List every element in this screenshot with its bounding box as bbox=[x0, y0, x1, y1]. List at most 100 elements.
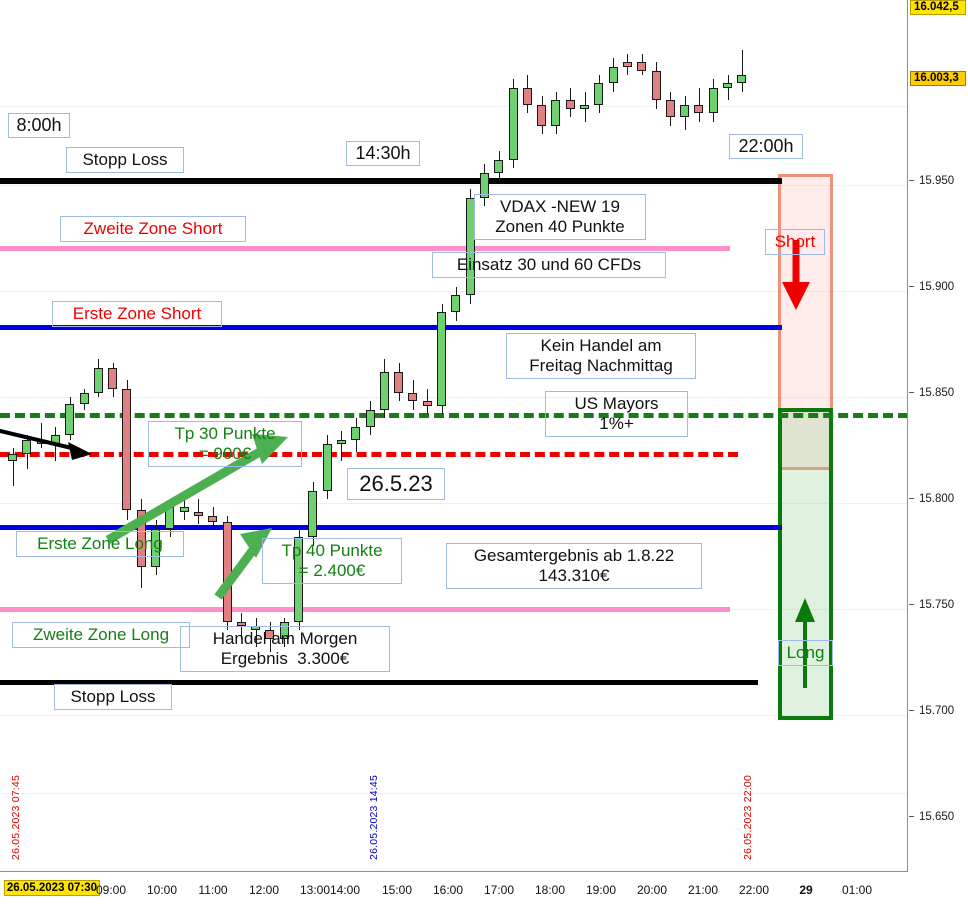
candle-body bbox=[294, 537, 303, 622]
candle-body bbox=[665, 100, 675, 118]
grid-line bbox=[0, 291, 907, 292]
note-kein-handel[interactable]: Kein Handel am Freitag Nachmittag bbox=[506, 333, 696, 380]
candle-body bbox=[408, 393, 418, 402]
short-zone-rect bbox=[778, 174, 833, 470]
candle-wick bbox=[727, 75, 729, 101]
candle-body bbox=[622, 62, 632, 67]
price-tick-15650: 15.650 bbox=[909, 810, 968, 824]
candle-wick bbox=[741, 49, 743, 92]
candle-body bbox=[208, 515, 218, 523]
candle-body bbox=[565, 100, 575, 109]
candle-wick bbox=[12, 448, 14, 487]
time-tick-1800: 18:00 bbox=[534, 883, 566, 897]
grid-line bbox=[0, 185, 907, 186]
candle-body bbox=[265, 630, 275, 639]
candle-body bbox=[580, 104, 589, 109]
annotation-arrows-overlay bbox=[0, 240, 815, 688]
candle-body bbox=[236, 621, 246, 627]
time-tick-1200: 12:00 bbox=[248, 883, 280, 897]
note-time-mid[interactable]: 14:30h bbox=[346, 141, 420, 167]
candle-body bbox=[422, 401, 432, 406]
time-axis[interactable]: 26.05.2023 07:30 09:00 10:00 11:00 12:00… bbox=[0, 873, 968, 912]
candle-body bbox=[680, 104, 690, 118]
candle-wick bbox=[341, 431, 343, 461]
level-stopp-loss-short bbox=[0, 178, 782, 184]
candle-body bbox=[723, 83, 732, 88]
level-us-mayors-dashed bbox=[0, 413, 907, 418]
candle-body bbox=[508, 87, 518, 160]
chart-plot-area[interactable]: 26.05.2023 07:45 26.05.2023 14:45 26.05.… bbox=[0, 0, 908, 872]
note-instrument-zones[interactable]: VDAX -NEW 19 Zonen 40 Punkte bbox=[474, 194, 646, 241]
candle-body bbox=[222, 522, 232, 622]
note-us-mayors[interactable]: US Mayors 1%+ bbox=[545, 391, 688, 438]
level-zweite-zone-short bbox=[0, 246, 730, 251]
candle-body bbox=[179, 507, 189, 512]
price-highlight-current: 16.003,3 bbox=[910, 71, 966, 86]
candle-wick bbox=[41, 422, 43, 449]
price-tick-15750: 15.750 bbox=[909, 598, 968, 612]
session-label-0745: 26.05.2023 07:45 bbox=[10, 775, 22, 860]
candle-body bbox=[537, 104, 547, 126]
session-label-2200: 26.05.2023 22:00 bbox=[742, 775, 754, 860]
price-axis[interactable]: 16.042,5 16.003,3 15.950 15.900 15.850 1… bbox=[909, 0, 968, 872]
candle-body bbox=[479, 172, 489, 198]
time-tick-0100: 01:00 bbox=[841, 883, 873, 897]
price-tick-15900: 15.900 bbox=[909, 280, 968, 294]
candle-body bbox=[608, 66, 618, 84]
candle-body bbox=[551, 100, 561, 126]
note-einsatz[interactable]: Einsatz 30 und 60 CFDs bbox=[432, 252, 666, 279]
candle-body bbox=[522, 87, 532, 105]
note-erste-zone-long[interactable]: Erste Zone Long bbox=[16, 531, 184, 558]
note-long-label[interactable]: Long bbox=[778, 640, 833, 667]
note-short-label[interactable]: Short bbox=[765, 229, 825, 256]
long-zone-rect bbox=[778, 408, 833, 720]
session-label-1445: 26.05.2023 14:45 bbox=[368, 775, 380, 860]
time-tick-day29: 29 bbox=[799, 883, 813, 897]
candle-body bbox=[651, 70, 661, 101]
note-stopp-loss-top[interactable]: Stopp Loss bbox=[66, 147, 184, 174]
candle-wick bbox=[55, 426, 57, 461]
time-tick-1100: 11:00 bbox=[198, 883, 228, 897]
candle-body bbox=[494, 159, 504, 173]
candle-body bbox=[379, 371, 389, 410]
candle-body bbox=[694, 104, 704, 114]
candle-body bbox=[437, 312, 446, 406]
time-tick-2200: 22:00 bbox=[738, 883, 770, 897]
candle-body bbox=[8, 454, 17, 461]
candle-body bbox=[193, 511, 203, 516]
candle-body bbox=[308, 490, 318, 538]
candle-body bbox=[165, 507, 175, 529]
price-tick-15950: 15.950 bbox=[909, 174, 968, 188]
level-zweite-zone-long bbox=[0, 607, 730, 612]
note-erste-zone-short[interactable]: Erste Zone Short bbox=[52, 301, 222, 328]
time-tick-1700: 17:00 bbox=[483, 883, 515, 897]
candle-body bbox=[79, 393, 89, 404]
note-time-close[interactable]: 22:00h bbox=[729, 134, 803, 160]
level-erste-zone-long bbox=[0, 525, 782, 530]
time-tick-0900: 09:00 bbox=[95, 883, 127, 897]
candle-body bbox=[365, 409, 375, 427]
note-zweite-zone-short[interactable]: Zweite Zone Short bbox=[60, 216, 246, 243]
note-gesamtergebnis[interactable]: Gesamtergebnis ab 1.8.22 143.310€ bbox=[446, 543, 702, 590]
note-date[interactable]: 26.5.23 bbox=[347, 468, 445, 500]
candle-body bbox=[93, 367, 103, 393]
candle-body bbox=[22, 439, 32, 455]
note-time-open[interactable]: 8:00h bbox=[8, 113, 70, 139]
time-tick-1000: 10:00 bbox=[146, 883, 178, 897]
candle-body bbox=[336, 439, 346, 444]
candle-body bbox=[451, 295, 461, 313]
candle-body bbox=[122, 388, 132, 510]
note-handel-morgen[interactable]: Handel am Morgen Ergebnis 3.300€ bbox=[180, 626, 390, 673]
note-zweite-zone-long[interactable]: Zweite Zone Long bbox=[12, 622, 190, 649]
note-stopp-loss-bottom[interactable]: Stopp Loss bbox=[54, 684, 172, 711]
note-tp40[interactable]: Tp 40 Punkte = 2.400€ bbox=[262, 538, 402, 585]
candle-body bbox=[708, 87, 718, 114]
time-tick-2000: 20:00 bbox=[636, 883, 668, 897]
grid-line bbox=[0, 503, 907, 504]
note-tp30[interactable]: Tp 30 Punkte = 900€ bbox=[148, 421, 302, 468]
grid-line bbox=[0, 106, 907, 107]
time-tick-2100: 21:00 bbox=[687, 883, 719, 897]
price-tick-15700: 15.700 bbox=[909, 704, 968, 718]
time-tick-1900: 19:00 bbox=[585, 883, 617, 897]
